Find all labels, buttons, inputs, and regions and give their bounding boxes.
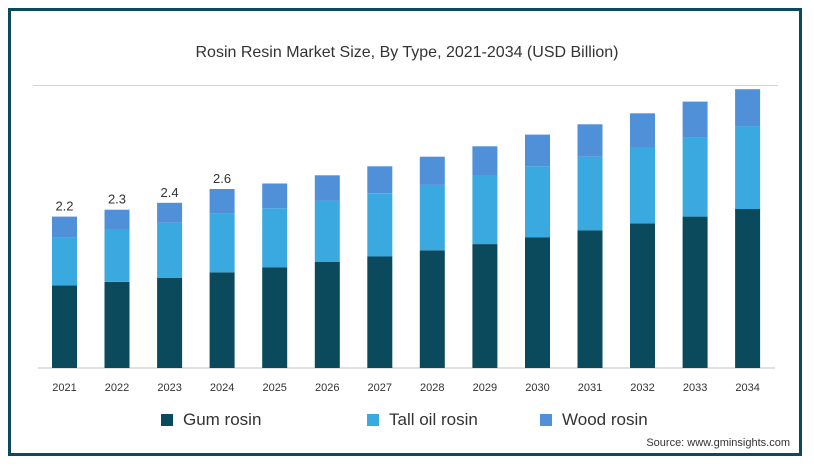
bar-gum-rosin-2022 — [104, 282, 130, 368]
x-tick-label-2033: 2033 — [683, 382, 707, 394]
bar-gum-rosin-2029 — [472, 244, 498, 368]
bar-tall-oil-rosin-2029 — [472, 175, 498, 244]
source-note: Source: www.gminsights.com — [646, 437, 790, 449]
bar-wood-rosin-2028 — [419, 156, 445, 185]
bar-gum-rosin-2021 — [52, 285, 77, 368]
x-tick-label-2030: 2030 — [525, 382, 549, 394]
legend-label-gum-rosin: Gum rosin — [183, 410, 262, 429]
bar-wood-rosin-2022 — [104, 209, 130, 230]
bar-gum-rosin-2031 — [577, 230, 603, 368]
bar-tall-oil-rosin-2022 — [104, 229, 130, 282]
total-label-2021: 2.2 — [55, 199, 73, 214]
chart-frame — [8, 8, 802, 456]
bar-tall-oil-rosin-2032 — [630, 147, 655, 224]
bar-tall-oil-rosin-2027 — [367, 193, 393, 257]
bar-tall-oil-rosin-2033 — [682, 137, 708, 217]
bar-wood-rosin-2024 — [209, 189, 235, 214]
bar-gum-rosin-2030 — [525, 237, 550, 368]
total-label-2022: 2.3 — [108, 192, 126, 207]
value-labels: 2.2 2.3 2.4 2.6 — [55, 171, 231, 214]
x-tick-label-2021: 2021 — [52, 382, 76, 394]
bar-wood-rosin-2026 — [314, 175, 340, 201]
total-label-2023: 2.4 — [161, 185, 179, 200]
legend-swatch-tall-oil-rosin — [367, 414, 379, 426]
bar-tall-oil-rosin-2021 — [52, 237, 77, 286]
x-tick-label-2024: 2024 — [210, 382, 234, 394]
x-tick-label-2023: 2023 — [157, 382, 181, 394]
bar-wood-rosin-2021 — [52, 216, 77, 238]
x-tick-label-2031: 2031 — [578, 382, 602, 394]
bar-tall-oil-rosin-2028 — [419, 184, 445, 251]
bar-tall-oil-rosin-2031 — [577, 156, 603, 231]
bar-wood-rosin-2031 — [577, 124, 603, 157]
bar-wood-rosin-2029 — [472, 146, 498, 176]
x-tick-label-2027: 2027 — [368, 382, 392, 394]
x-tick-label-2029: 2029 — [473, 382, 497, 394]
bar-tall-oil-rosin-2034 — [735, 126, 761, 209]
bar-wood-rosin-2033 — [682, 101, 708, 138]
x-tick-label-2032: 2032 — [630, 382, 654, 394]
legend-swatch-wood-rosin — [540, 414, 552, 426]
bar-gum-rosin-2032 — [630, 223, 655, 368]
bar-gum-rosin-2024 — [209, 272, 235, 368]
x-tick-label-2026: 2026 — [315, 382, 339, 394]
bar-tall-oil-rosin-2026 — [314, 200, 340, 262]
bar-gum-rosin-2027 — [367, 256, 393, 368]
bar-tall-oil-rosin-2024 — [209, 213, 235, 273]
bar-gum-rosin-2023 — [157, 277, 183, 368]
legend-item-tall-oil-rosin: Tall oil rosin — [367, 410, 478, 430]
chart-title: Rosin Resin Market Size, By Type, 2021-2… — [195, 44, 619, 61]
bar-gum-rosin-2026 — [314, 262, 340, 368]
bar-wood-rosin-2025 — [262, 183, 288, 209]
bar-gum-rosin-2033 — [682, 216, 708, 368]
legend-item-wood-rosin: Wood rosin — [540, 410, 648, 430]
legend-swatch-gum-rosin — [161, 414, 173, 426]
bar-tall-oil-rosin-2023 — [157, 222, 183, 278]
bar-gum-rosin-2025 — [262, 267, 288, 368]
legend-label-wood-rosin: Wood rosin — [562, 410, 648, 429]
bar-gum-rosin-2034 — [735, 209, 761, 368]
legend-item-gum-rosin: Gum rosin — [161, 410, 261, 430]
bar-tall-oil-rosin-2025 — [262, 208, 288, 268]
bar-wood-rosin-2034 — [735, 89, 761, 127]
bar-wood-rosin-2032 — [630, 113, 655, 147]
bar-wood-rosin-2030 — [525, 134, 550, 167]
x-tick-labels: 2021 2022 2023 2024 2025 2026 2027 2028 2029 2030… — [52, 382, 760, 394]
bar-wood-rosin-2027 — [367, 166, 393, 194]
title-divider — [33, 85, 778, 86]
total-label-2024: 2.6 — [213, 171, 231, 186]
bar-tall-oil-rosin-2030 — [525, 166, 550, 238]
x-tick-label-2028: 2028 — [420, 382, 444, 394]
x-tick-label-2022: 2022 — [105, 382, 129, 394]
bars-group — [52, 89, 761, 368]
legend-label-tall-oil-rosin: Tall oil rosin — [389, 410, 478, 429]
bar-wood-rosin-2023 — [157, 202, 183, 223]
x-tick-label-2034: 2034 — [735, 382, 759, 394]
legend: Gum rosin Tall oil rosin Wood rosin — [0, 410, 814, 430]
bar-gum-rosin-2028 — [419, 250, 445, 368]
x-tick-label-2025: 2025 — [262, 382, 286, 394]
